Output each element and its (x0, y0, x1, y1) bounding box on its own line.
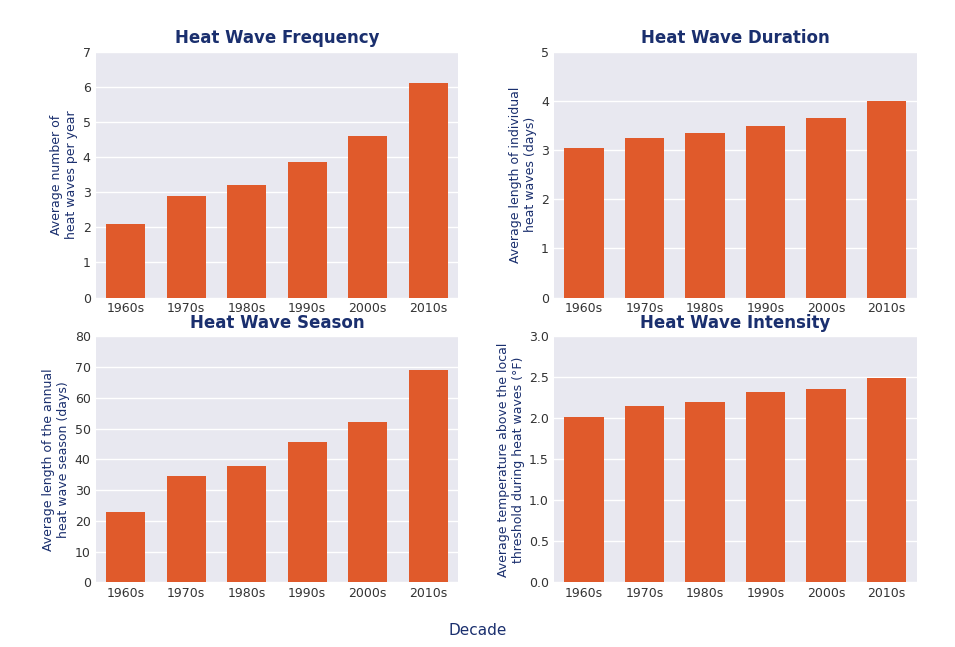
Title: Heat Wave Frequency: Heat Wave Frequency (175, 29, 379, 47)
Bar (686, 133, 725, 298)
Bar (287, 162, 327, 298)
Y-axis label: Average number of
heat waves per year: Average number of heat waves per year (51, 111, 78, 239)
Bar (564, 417, 604, 582)
Bar (166, 196, 206, 298)
Bar (227, 466, 266, 582)
Bar (686, 402, 725, 582)
Bar (409, 370, 448, 582)
Title: Heat Wave Season: Heat Wave Season (190, 314, 364, 332)
Bar (106, 512, 145, 582)
Bar (287, 443, 327, 582)
Bar (348, 422, 388, 582)
Title: Heat Wave Intensity: Heat Wave Intensity (640, 314, 831, 332)
Bar (106, 224, 145, 298)
Y-axis label: Average temperature above the local
threshold during heat waves (°F): Average temperature above the local thre… (497, 342, 525, 576)
Bar (806, 118, 846, 298)
Bar (867, 101, 906, 298)
Bar (348, 136, 388, 298)
Bar (806, 389, 846, 582)
Bar (409, 83, 448, 298)
Bar (625, 406, 665, 582)
Y-axis label: Average length of the annual
heat wave season (days): Average length of the annual heat wave s… (42, 368, 71, 551)
Y-axis label: Average length of individual
heat waves (days): Average length of individual heat waves … (509, 87, 537, 263)
Title: Heat Wave Duration: Heat Wave Duration (641, 29, 830, 47)
Bar (227, 185, 266, 298)
Bar (564, 148, 604, 298)
Bar (625, 138, 665, 298)
Bar (867, 378, 906, 582)
Bar (746, 126, 785, 298)
Bar (746, 392, 785, 582)
Text: Decade: Decade (448, 623, 507, 639)
Bar (166, 476, 206, 582)
